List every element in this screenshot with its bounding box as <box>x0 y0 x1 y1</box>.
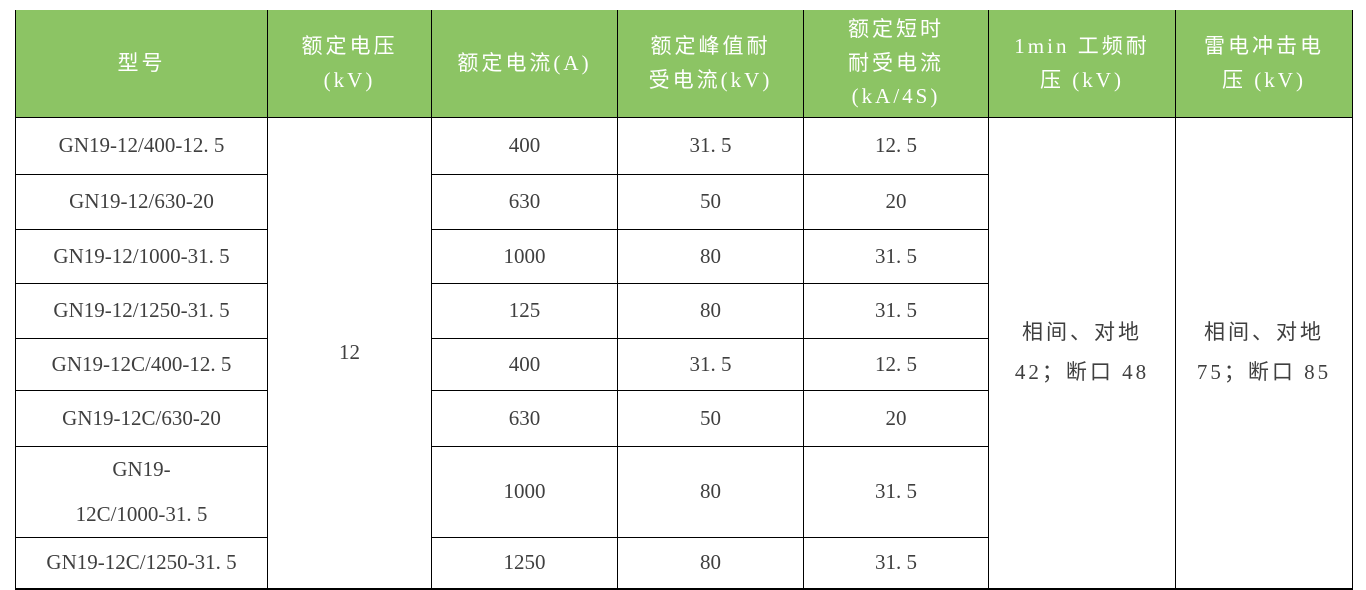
table-row: GN19- 12C/1000-31. 5 1000 80 31. 5 <box>15 445 1353 539</box>
model-cell: GN19-12/1000-31. 5 <box>15 229 268 284</box>
rated-current-cell: 630 <box>431 390 618 447</box>
rated-current-cell: 1250 <box>431 537 618 590</box>
peak-current-cell: 80 <box>617 229 804 284</box>
col-header-peak-withstand-current: 额定峰值耐 受电流(kV) <box>617 10 804 118</box>
short-time-current-cell: 12. 5 <box>803 117 989 175</box>
table-row: GN19-12/630-20 630 50 20 <box>15 174 1353 230</box>
table-row: GN19-12/1000-31. 5 1000 80 31. 5 <box>15 229 1353 284</box>
model-cell: GN19-12C/400-12. 5 <box>15 338 268 391</box>
lightning-impulse-merged-cell: 相间、对地 75；断口 85 <box>1175 116 1353 590</box>
rated-current-cell: 630 <box>431 174 618 230</box>
col-header-rated-current: 额定电流(A) <box>431 10 618 118</box>
short-time-current-cell: 31. 5 <box>803 445 989 539</box>
rated-current-cell: 400 <box>431 117 618 175</box>
header-row: 型号 额定电压 (kV) 额定电流(A) 额定峰值耐 受电流(kV) 额定短时 … <box>15 10 1353 118</box>
short-time-current-cell: 20 <box>803 390 989 447</box>
peak-current-cell: 80 <box>617 537 804 590</box>
col-header-rated-voltage: 额定电压 (kV) <box>267 10 432 118</box>
power-freq-merged-cell: 相间、对地 42；断口 48 <box>988 116 1176 590</box>
col-header-power-freq-withstand-voltage: 1min 工频耐 压 (kV) <box>988 10 1176 118</box>
short-time-current-cell: 31. 5 <box>803 537 989 590</box>
peak-current-cell: 80 <box>617 283 804 339</box>
model-cell: GN19-12/1250-31. 5 <box>15 283 268 339</box>
model-cell: GN19-12C/1250-31. 5 <box>15 537 268 590</box>
rated-current-cell: 1000 <box>431 229 618 284</box>
table-row: GN19-12/400-12. 5 12 400 31. 5 12. 5 相间、… <box>15 116 1353 590</box>
short-time-current-cell: 20 <box>803 174 989 230</box>
table-row: GN19-12C/630-20 630 50 20 <box>15 390 1353 447</box>
short-time-current-cell: 31. 5 <box>803 283 989 339</box>
model-cell: GN19-12/630-20 <box>15 174 268 230</box>
short-time-current-cell: 31. 5 <box>803 229 989 284</box>
table-row: GN19-12C/1250-31. 5 1250 80 31. 5 <box>15 537 1353 590</box>
peak-current-cell: 80 <box>617 445 804 539</box>
model-cell: GN19-12C/630-20 <box>15 390 268 447</box>
rated-current-cell: 400 <box>431 338 618 391</box>
model-cell: GN19- 12C/1000-31. 5 <box>15 445 268 539</box>
peak-current-cell: 31. 5 <box>617 338 804 391</box>
rated-voltage-merged-cell: 12 <box>267 116 432 590</box>
col-header-lightning-impulse-voltage: 雷电冲击电 压 (kV) <box>1175 10 1353 118</box>
model-cell: GN19-12/400-12. 5 <box>15 117 268 175</box>
table-row: GN19-12/1250-31. 5 125 80 31. 5 <box>15 283 1353 339</box>
col-header-short-time-withstand-current: 额定短时 耐受电流 (kA/4S) <box>803 10 989 118</box>
rated-current-cell: 1000 <box>431 445 618 539</box>
peak-current-cell: 50 <box>617 390 804 447</box>
rated-current-cell: 125 <box>431 283 618 339</box>
peak-current-cell: 31. 5 <box>617 117 804 175</box>
short-time-current-cell: 12. 5 <box>803 338 989 391</box>
peak-current-cell: 50 <box>617 174 804 230</box>
col-header-model: 型号 <box>15 10 268 118</box>
spec-table: 型号 额定电压 (kV) 额定电流(A) 额定峰值耐 受电流(kV) 额定短时 … <box>15 10 1353 590</box>
